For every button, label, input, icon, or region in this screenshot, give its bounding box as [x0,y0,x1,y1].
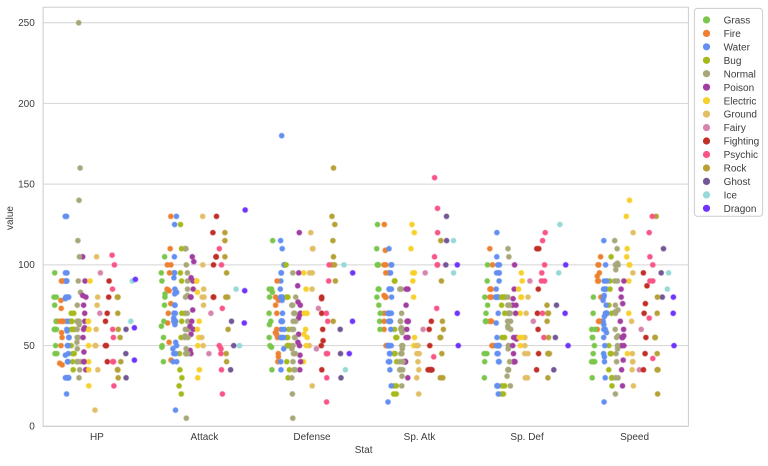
svg-text:Normal: Normal [724,69,756,80]
svg-text:Stat: Stat [355,445,373,456]
svg-text:Dragon: Dragon [724,204,757,215]
svg-text:Ice: Ice [724,191,738,202]
svg-text:Rock: Rock [724,164,748,175]
svg-text:value: value [5,206,16,230]
svg-text:Fighting: Fighting [724,137,760,148]
svg-text:250: 250 [18,18,35,29]
svg-text:Electric: Electric [724,96,757,107]
svg-text:Sp. Atk: Sp. Atk [404,432,437,443]
svg-text:HP: HP [90,432,104,443]
svg-text:Psychic: Psychic [724,150,758,161]
svg-text:Sp. Def: Sp. Def [510,432,544,443]
svg-text:0: 0 [29,422,35,433]
svg-text:50: 50 [24,341,36,352]
svg-text:Grass: Grass [724,16,751,27]
svg-text:100: 100 [18,260,35,271]
svg-text:Speed: Speed [620,432,649,443]
svg-text:Water: Water [724,42,751,53]
svg-text:200: 200 [18,99,35,110]
svg-text:Attack: Attack [191,432,220,443]
svg-text:Defense: Defense [293,432,331,443]
svg-text:Ground: Ground [724,110,757,121]
svg-text:Fire: Fire [724,29,742,40]
svg-text:Ghost: Ghost [724,177,751,188]
svg-text:150: 150 [18,180,35,191]
svg-text:Poison: Poison [724,83,755,94]
svg-text:Fairy: Fairy [724,123,746,134]
svg-text:Bug: Bug [724,56,742,67]
